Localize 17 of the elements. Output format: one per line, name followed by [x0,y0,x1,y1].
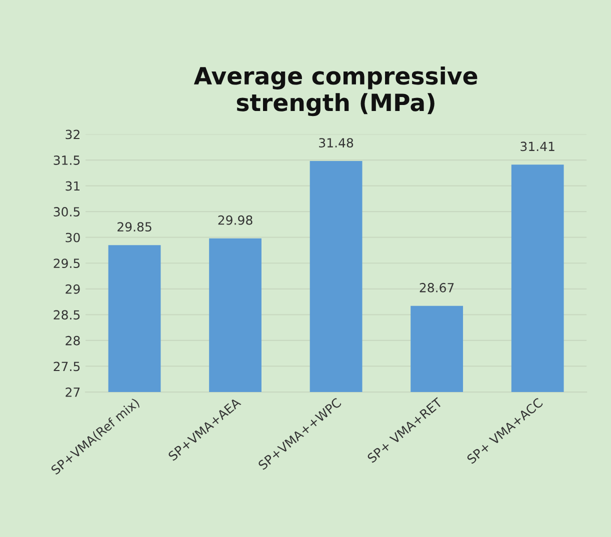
y-tick-label: 28 [66,336,80,346]
data-label: 29.85 [118,222,152,232]
data-label: 31.41 [520,142,554,152]
y-tick-label: 32 [66,130,80,140]
data-label: 29.98 [218,215,252,225]
chart-title: Average compressive strength (MPa) [194,66,478,116]
y-tick-label: 30.5 [54,207,80,217]
y-tick-label: 27 [66,387,80,397]
y-tick-label: 30 [66,232,80,242]
y-tick-label: 29.5 [54,258,80,268]
data-label: 28.67 [420,282,454,292]
y-tick-label: 29 [66,284,80,294]
y-tick-label: 28.5 [54,310,80,320]
y-tick-label: 27.5 [54,362,80,372]
y-tick-label: 31.5 [54,156,80,165]
data-label: 31.48 [319,138,354,148]
y-tick-label: 31 [66,181,80,191]
